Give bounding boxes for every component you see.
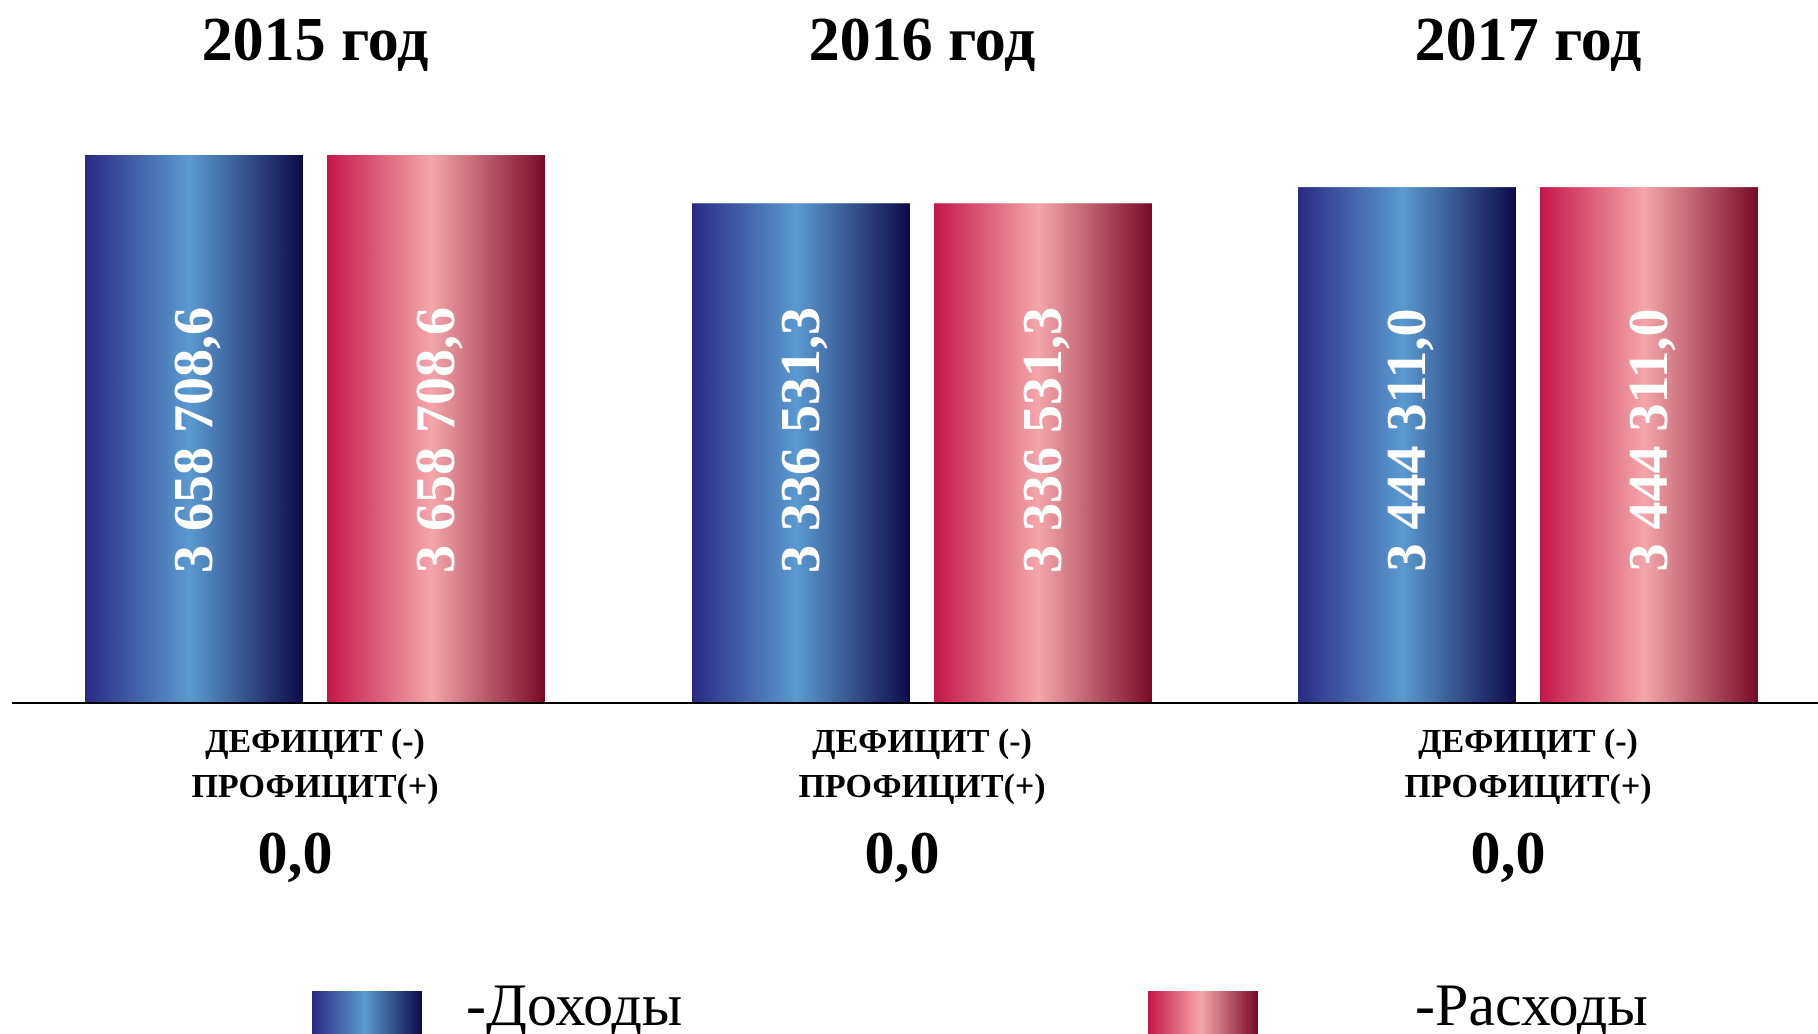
deficit-label-line2-1: ПРОФИЦИТ(+): [191, 768, 438, 805]
deficit-label-line1-3: ДЕФИЦИТ (-): [1418, 723, 1638, 760]
income-value-label-1: 3 658 708,6: [163, 307, 225, 573]
income-value-label-3: 3 444 311,0: [1376, 309, 1438, 572]
expense-value-label-3: 3 444 311,0: [1618, 309, 1680, 572]
income-bar-3: [1298, 187, 1516, 703]
deficit-label-line2-2: ПРОФИЦИТ(+): [798, 768, 1045, 805]
expense-value-label-1: 3 658 708,6: [405, 307, 467, 573]
deficit-label-line1-2: ДЕФИЦИТ (-): [812, 723, 1032, 760]
legend-swatch-expense: [1148, 991, 1258, 1034]
deficit-label-line2-3: ПРОФИЦИТ(+): [1404, 768, 1651, 805]
expense-bar-3: [1540, 187, 1758, 703]
year-title-1: 2015 год: [202, 6, 429, 74]
deficit-value-1: 0,0: [258, 820, 333, 886]
deficit-value-2: 0,0: [865, 820, 940, 886]
expense-bar-1: [327, 155, 545, 703]
income-bar-1: [85, 155, 303, 703]
deficit-value-3: 0,0: [1471, 820, 1546, 886]
bars-layer: [85, 155, 1758, 703]
deficit-label-line1-1: ДЕФИЦИТ (-): [205, 723, 425, 760]
labels-layer: 2015 год 3 658 708,6 3 658 708,6 ДЕФИЦИТ (-…: [163, 6, 1680, 886]
year-title-2: 2016 год: [809, 6, 1036, 74]
year-title-3: 2017 год: [1415, 6, 1642, 74]
legend: -Доходы -Расходы: [312, 972, 1648, 1034]
legend-swatch-income: [312, 991, 422, 1034]
income-value-label-2: 3 336 531,3: [770, 307, 832, 573]
legend-label-expense: -Расходы: [1415, 972, 1648, 1034]
income-bar-2: [692, 203, 910, 703]
expense-bar-2: [934, 203, 1152, 703]
expense-value-label-2: 3 336 531,3: [1012, 307, 1074, 573]
legend-label-income: -Доходы: [466, 972, 682, 1034]
